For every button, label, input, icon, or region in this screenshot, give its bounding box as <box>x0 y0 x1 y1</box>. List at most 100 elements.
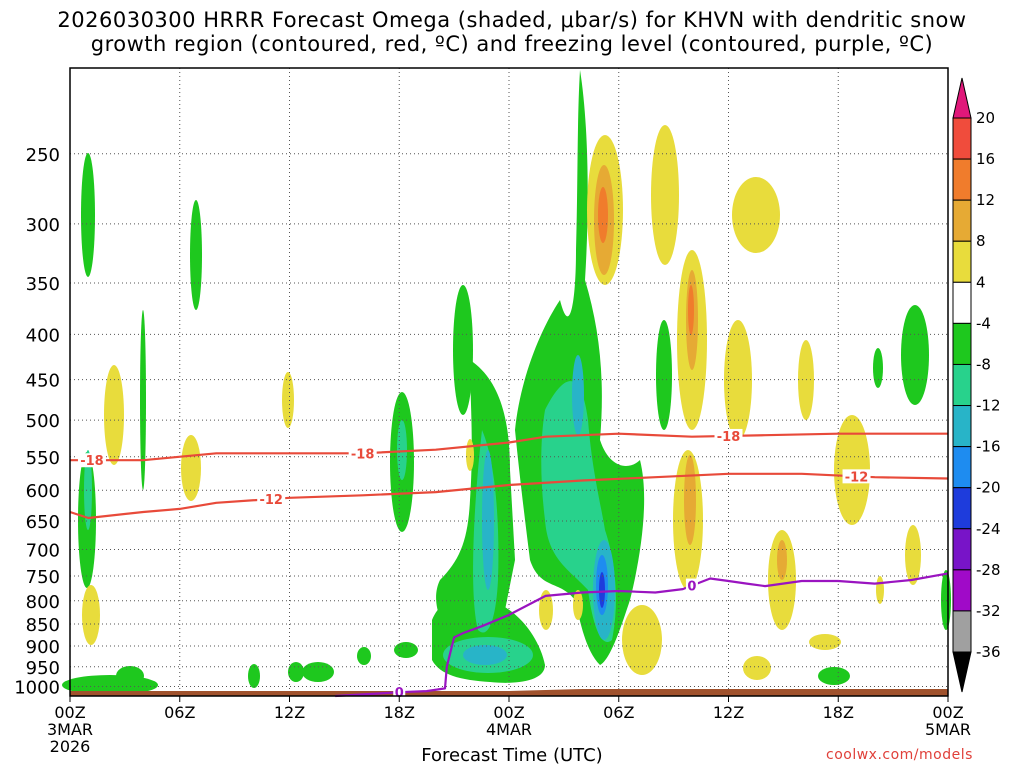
omega-area-yellow <box>876 576 884 604</box>
x-tick-sublabel: 5MAR <box>925 720 971 739</box>
y-tick-label: 1000 <box>14 678 60 699</box>
omega-area-green <box>116 666 144 686</box>
omega-area-yellow <box>743 656 771 680</box>
x-tick-label: 00Z <box>493 703 524 722</box>
omega-area-green <box>357 647 371 665</box>
colorbar-swatch <box>952 487 972 530</box>
dgz-minus18-label-bg <box>77 453 106 468</box>
dgz-minus18-label: -18 <box>717 430 741 445</box>
omega-area-yellow <box>809 634 841 650</box>
omega-area-cyan <box>572 355 584 435</box>
freezing-level-label-bg <box>685 578 698 593</box>
y-tick-label: 700 <box>26 540 60 561</box>
colorbar-swatch <box>952 528 972 571</box>
dgz-minus18-label-bg <box>348 446 377 461</box>
omega-area-yellow <box>622 605 662 675</box>
y-tick-label: 950 <box>26 658 60 679</box>
dgz-minus12-line <box>69 472 949 520</box>
chart-title-line-2: growth region (contoured, red, ºC) and f… <box>90 32 934 56</box>
terrain-layer <box>70 689 948 696</box>
plot-frame <box>69 67 949 697</box>
colorbar-label: -28 <box>976 561 1001 579</box>
colorbar-arrow-top <box>952 77 972 119</box>
y-tick-label: 350 <box>26 274 60 295</box>
omega-area-yellow <box>466 439 474 471</box>
dgz-minus12-label-bg <box>257 492 286 507</box>
colorbar-label: -32 <box>976 602 1001 620</box>
y-tick-label: 650 <box>26 512 60 533</box>
freezing-level-line <box>335 572 949 698</box>
omega-area-green <box>453 285 473 415</box>
omega-area-yellow <box>539 590 553 630</box>
colorbar-label: 20 <box>976 109 995 127</box>
x-tick-sublabel: 3MAR <box>47 720 93 739</box>
dgz-minus18-label: -18 <box>80 454 104 469</box>
omega-area-yellow <box>732 177 780 253</box>
chart-title-line-1: 2026030300 HRRR Forecast Omega (shaded, … <box>57 8 967 32</box>
gridlines <box>70 68 948 696</box>
x-tick-label: 00Z <box>932 703 963 722</box>
colorbar-label: 4 <box>976 273 986 291</box>
omega-area-green <box>901 305 929 405</box>
colorbar-swatch <box>952 569 972 612</box>
freezing-level-label: 0 <box>687 580 696 595</box>
colorbar-label: 8 <box>976 232 986 250</box>
x-tick-label: 12Z <box>274 703 305 722</box>
terrain-fill <box>70 689 948 696</box>
colorbar-arrow-bottom <box>952 651 972 693</box>
omega-area-cyan <box>482 450 494 590</box>
colorbar-swatch <box>952 446 972 489</box>
credit-text: coolwx.com/models <box>826 747 973 763</box>
colorbar-swatch <box>952 117 972 160</box>
y-tick-label: 400 <box>26 325 60 346</box>
omega-area-green <box>818 667 850 685</box>
omega-area-teal <box>397 420 407 480</box>
omega-area-yellow <box>181 435 201 501</box>
colorbar-label: -36 <box>976 643 1001 661</box>
omega-shading-layer <box>62 70 951 695</box>
y-tick-label: 250 <box>26 145 60 166</box>
omega-area-green <box>81 153 95 277</box>
y-tick-label: 300 <box>26 215 60 236</box>
dgz-minus12-label: -12 <box>259 493 283 508</box>
colorbar-label: 12 <box>976 191 995 209</box>
colorbar-label: 16 <box>976 150 995 168</box>
x-tick-label: 06Z <box>164 703 195 722</box>
omega-area-yellow <box>573 590 583 620</box>
colorbar-label: -24 <box>976 520 1001 538</box>
y-tick-label: 600 <box>26 481 60 502</box>
colorbar-swatch <box>952 363 972 407</box>
colorbar-swatch <box>952 158 972 201</box>
omega-area-green <box>656 320 672 430</box>
omega-area-green <box>394 642 418 658</box>
dgz-minus18-label-bg <box>714 428 743 443</box>
dgz-minus18-line <box>70 432 948 462</box>
omega-area-gold <box>684 455 696 545</box>
y-tick-label: 550 <box>26 448 60 469</box>
colorbar: 20 16 12 8 4 -4 -8 -12 -16 -20 -24 -28 -32 -36 <box>952 77 1001 693</box>
omega-area-yellow <box>651 125 679 265</box>
x-tick-sublabel: 2026 <box>50 737 91 756</box>
colorbar-swatch <box>952 610 972 653</box>
dgz-minus18-label: -18 <box>351 447 375 462</box>
axes-layer: 2503003504004505005506006507007508008509… <box>14 67 971 756</box>
colorbar-swatch <box>952 240 972 283</box>
x-tick-label: 18Z <box>823 703 854 722</box>
omega-area-orange <box>688 285 694 335</box>
omega-area-green <box>288 662 304 682</box>
omega-area-gold <box>777 540 787 580</box>
y-tick-label: 800 <box>26 592 60 613</box>
dgz-minus12-label: -12 <box>845 470 869 485</box>
colorbar-label: -16 <box>976 438 1001 456</box>
omega-area-yellow <box>82 585 100 645</box>
freezing-level-label: 0 <box>395 686 404 701</box>
omega-area-green <box>941 570 951 630</box>
y-tick-label: 500 <box>26 411 60 432</box>
y-tick-label: 750 <box>26 567 60 588</box>
omega-area-orange <box>598 187 608 243</box>
contours-layer: -18 -18 -18 -12 -12 0 0 <box>69 428 949 701</box>
x-tick-label: 12Z <box>713 703 744 722</box>
colorbar-label: -12 <box>976 397 1001 415</box>
colorbar-swatch <box>952 281 972 324</box>
